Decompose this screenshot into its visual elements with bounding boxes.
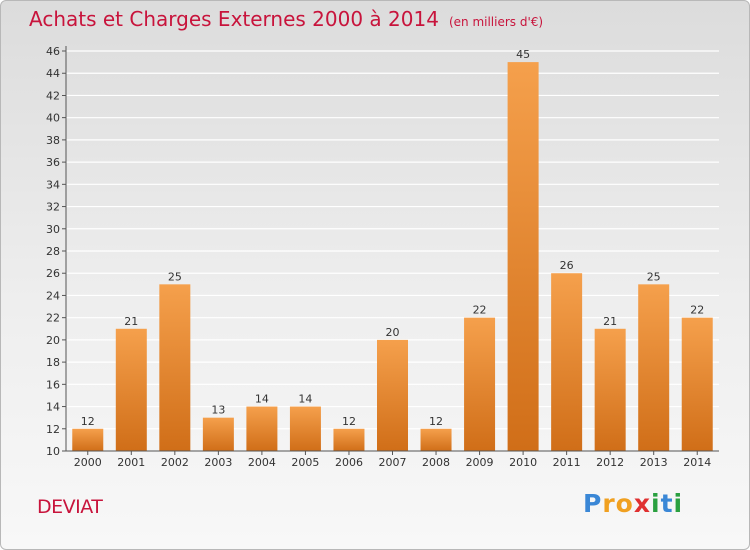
- x-tick-label: 2014: [683, 456, 711, 469]
- y-tick-label: 38: [46, 134, 60, 147]
- y-tick-label: 26: [46, 267, 60, 280]
- x-tick-label: 2002: [161, 456, 189, 469]
- bar-2010: [507, 62, 539, 451]
- chart-subtitle: (en milliers d'€): [448, 15, 544, 29]
- bar-2006: [333, 428, 365, 451]
- y-tick-label: 42: [46, 89, 60, 102]
- bar-2007: [377, 339, 408, 451]
- logo-letter: i: [673, 489, 684, 518]
- data-label: 45: [516, 48, 530, 61]
- y-tick-label: 16: [46, 378, 60, 391]
- data-label: 14: [255, 393, 269, 406]
- bar-2012: [594, 328, 626, 451]
- y-tick-labels: 10 12 14 16 18 20 22 24 26 28 30 32 34 36 38 40 42 44 46: [46, 45, 60, 458]
- y-tick-label: 30: [46, 223, 60, 236]
- bar-2011: [551, 273, 583, 451]
- bar-2005: [289, 406, 321, 451]
- x-tick-label: 2000: [74, 456, 102, 469]
- y-tick-label: 44: [46, 67, 60, 80]
- x-tick-label: 2008: [422, 456, 450, 469]
- x-tick-label: 2005: [291, 456, 319, 469]
- y-tick-label: 40: [46, 112, 60, 125]
- bar-2002: [159, 284, 191, 451]
- x-tick-label: 2010: [509, 456, 537, 469]
- x-tick-label: 2007: [379, 456, 407, 469]
- data-labels: 12 21 25 13 14 14 12 20 12 22 45 26 21 25 22: [81, 48, 704, 428]
- bar-2014: [681, 317, 713, 451]
- x-tick-labels: 2000 2001 2002 2003 2004 2005 2006 2007 2008 2009…: [74, 456, 711, 469]
- logo-letter: t: [660, 489, 674, 518]
- x-tick-label: 2001: [117, 456, 145, 469]
- y-tick-label: 10: [46, 445, 60, 458]
- logo-letter: x: [633, 489, 651, 518]
- bar-2009: [464, 317, 496, 451]
- x-tick-label: 2003: [204, 456, 232, 469]
- y-tick-label: 14: [46, 401, 60, 414]
- x-tick-label: 2011: [553, 456, 581, 469]
- y-tick-label: 32: [46, 201, 60, 214]
- y-tick-label: 12: [46, 423, 60, 436]
- bar-2000: [72, 428, 104, 451]
- chart-title: Achats et Charges Externes 2000 à 2014 (e…: [29, 7, 543, 31]
- y-tick-label: 22: [46, 312, 60, 325]
- axes: [62, 46, 719, 455]
- logo-letter: P: [583, 489, 603, 518]
- bar-2008: [420, 428, 452, 451]
- x-tick-label: 2013: [640, 456, 668, 469]
- data-label: 22: [690, 304, 704, 317]
- data-label: 12: [342, 415, 356, 428]
- bar-2003: [202, 417, 234, 451]
- data-label: 25: [647, 270, 661, 283]
- x-tick-label: 2009: [466, 456, 494, 469]
- data-label: 20: [386, 326, 400, 339]
- data-label: 14: [298, 393, 312, 406]
- data-label: 25: [168, 270, 182, 283]
- data-label: 21: [124, 315, 138, 328]
- logo-letter: r: [602, 489, 616, 518]
- data-label: 22: [473, 304, 487, 317]
- bar-2001: [115, 328, 147, 451]
- logo-letter: o: [615, 489, 634, 518]
- proxiti-logo[interactable]: Proxiti: [583, 489, 683, 518]
- x-tick-label: 2012: [596, 456, 624, 469]
- y-tick-label: 28: [46, 245, 60, 258]
- y-tick-label: 46: [46, 45, 60, 58]
- x-tick-label: 2004: [248, 456, 276, 469]
- x-tick-label: 2006: [335, 456, 363, 469]
- data-label: 13: [211, 404, 225, 417]
- data-label: 21: [603, 315, 617, 328]
- data-label: 26: [560, 259, 574, 272]
- bar-2013: [638, 284, 670, 451]
- bar-2004: [246, 406, 278, 451]
- data-label: 12: [81, 415, 95, 428]
- y-tick-label: 34: [46, 178, 60, 191]
- y-tick-label: 20: [46, 334, 60, 347]
- data-label: 12: [429, 415, 443, 428]
- y-tick-label: 36: [46, 156, 60, 169]
- y-tick-label: 18: [46, 356, 60, 369]
- bars: [72, 62, 713, 451]
- logo-letter: i: [651, 489, 661, 518]
- commune-name: DEVIAT: [37, 496, 103, 518]
- y-tick-label: 24: [46, 289, 60, 302]
- chart-title-text: Achats et Charges Externes 2000 à 2014: [29, 7, 439, 31]
